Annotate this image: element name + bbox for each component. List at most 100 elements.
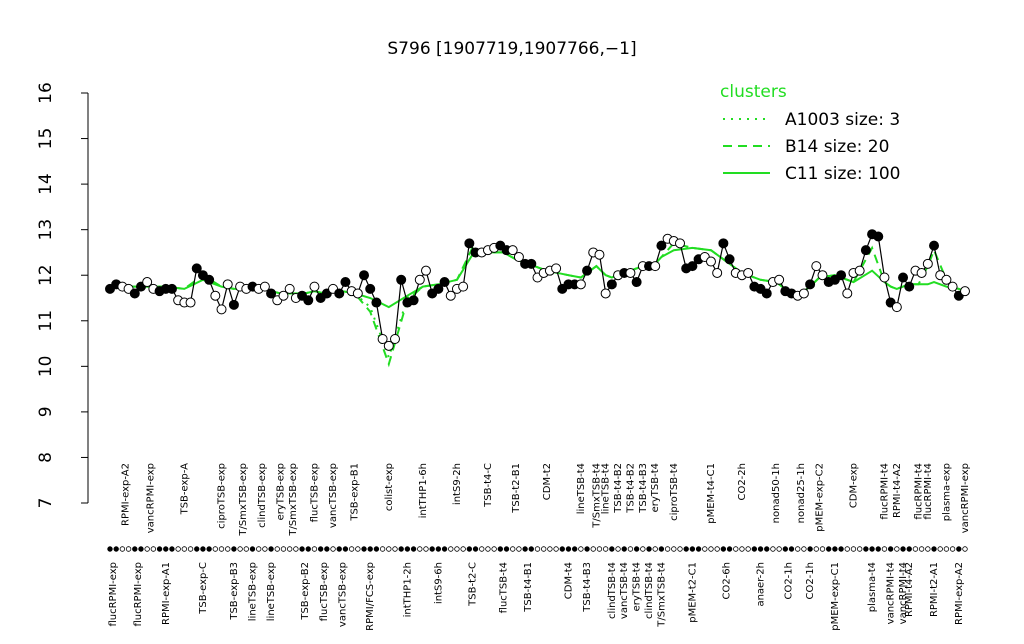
point bbox=[185, 297, 196, 308]
x-label: vancRPMI-exp bbox=[960, 463, 971, 533]
rug-dot bbox=[652, 546, 658, 552]
rug-dot bbox=[342, 546, 349, 552]
x-label: CO2-6h bbox=[721, 562, 732, 600]
x-label: TSB-exp-B3 bbox=[229, 562, 240, 621]
rug-dot bbox=[943, 546, 950, 552]
x-label: RPMI/FCS-exp bbox=[365, 562, 376, 631]
point bbox=[873, 231, 884, 242]
rug-dot bbox=[906, 546, 912, 552]
x-label: pMEM-t2-C1 bbox=[687, 562, 698, 623]
x-label: TSB-exp-C bbox=[198, 562, 209, 615]
x-label: TSB-exp-B1 bbox=[350, 463, 361, 522]
x-label: intS9-2h bbox=[452, 463, 463, 505]
point bbox=[606, 279, 617, 290]
y-tick-label: 13 bbox=[36, 219, 56, 241]
point bbox=[594, 249, 605, 260]
point bbox=[656, 240, 667, 251]
y-tick-label: 14 bbox=[36, 173, 56, 195]
point bbox=[210, 290, 221, 301]
rug-dot bbox=[472, 546, 479, 552]
point bbox=[278, 290, 289, 301]
x-label: vancTSB-t4 bbox=[619, 562, 630, 619]
rug-dot bbox=[286, 546, 293, 552]
x-label: pMEM-t4-C1 bbox=[706, 463, 717, 524]
rug-dot bbox=[627, 546, 634, 552]
x-label: flucRPMI-exp bbox=[133, 562, 144, 627]
rug-dot bbox=[237, 546, 243, 552]
rug-dot bbox=[206, 546, 212, 552]
rug-dot bbox=[671, 546, 677, 552]
point bbox=[842, 288, 853, 299]
rug-dot bbox=[559, 546, 565, 552]
x-label: ciproTSB-exp bbox=[217, 463, 228, 529]
point bbox=[836, 270, 847, 281]
rug-dot bbox=[491, 546, 497, 552]
x-label: anaer-2h bbox=[756, 562, 767, 607]
x-label: RPMI-exp-A1 bbox=[161, 562, 172, 625]
x-label: T/SmxTSB-t4 bbox=[591, 463, 602, 529]
rug-dot bbox=[832, 546, 838, 552]
y-tick-label: 16 bbox=[36, 82, 56, 104]
x-label: TSB-exp-B2 bbox=[300, 562, 311, 621]
x-label: CO2-2h bbox=[737, 463, 748, 501]
rug-dot bbox=[807, 546, 813, 552]
point bbox=[891, 302, 902, 313]
rug-dot bbox=[596, 546, 603, 552]
point bbox=[309, 281, 320, 292]
rug-dot bbox=[788, 546, 795, 552]
x-label: lineTSB-t4 bbox=[601, 463, 612, 514]
point bbox=[898, 272, 909, 283]
rug-dot bbox=[169, 546, 175, 552]
rug-dot bbox=[912, 546, 919, 552]
rug-dot bbox=[609, 546, 615, 552]
y-tick-label: 7 bbox=[36, 498, 56, 509]
rug-dot bbox=[621, 546, 627, 552]
rug-dot bbox=[156, 546, 163, 552]
rug-dot bbox=[448, 546, 454, 552]
rug-dot bbox=[268, 546, 274, 552]
x-label: ciproTSB-t4 bbox=[669, 463, 680, 521]
rug-dot bbox=[218, 546, 225, 552]
rug-dot bbox=[194, 546, 200, 552]
point bbox=[507, 245, 518, 256]
x-label: RPMI-exp-A2 bbox=[120, 463, 131, 526]
rug-dot bbox=[255, 546, 262, 552]
rug-dot bbox=[163, 546, 169, 552]
x-label: nonad25-1h bbox=[796, 463, 807, 523]
x-label: vancRPMI-t4 bbox=[898, 562, 909, 624]
rug-dot bbox=[757, 546, 764, 552]
y-tick-label: 10 bbox=[36, 356, 56, 378]
x-label: RPMI-exp-A2 bbox=[954, 562, 965, 625]
rug-dot bbox=[869, 546, 875, 552]
point bbox=[458, 281, 469, 292]
rug-dot bbox=[751, 546, 758, 552]
x-label: flucTSB-exp bbox=[309, 463, 320, 522]
rug-dot bbox=[317, 546, 324, 552]
point bbox=[743, 267, 754, 278]
x-label: vancTSB-exp bbox=[337, 562, 348, 627]
point bbox=[526, 258, 537, 269]
rug-dot bbox=[708, 546, 714, 552]
rug-dot bbox=[398, 546, 404, 552]
rug-dot bbox=[714, 546, 720, 552]
rug-dot bbox=[658, 546, 665, 552]
rug-dot bbox=[819, 546, 826, 552]
x-label: eryTSB-exp bbox=[275, 463, 286, 520]
cluster-line bbox=[113, 242, 966, 368]
x-label: TSB-t4-B2 bbox=[625, 463, 636, 514]
rug-dot bbox=[733, 546, 739, 552]
x-label: TSB-t4-B1 bbox=[523, 562, 534, 613]
rug-dot bbox=[280, 546, 287, 552]
rug-dot bbox=[553, 546, 559, 552]
point bbox=[798, 288, 809, 299]
chart-title: S796 [1907719,1907766,−1] bbox=[387, 39, 636, 59]
point bbox=[129, 288, 140, 299]
rug-dot bbox=[739, 546, 745, 552]
rug-dot bbox=[949, 546, 956, 552]
rug-dot bbox=[225, 546, 231, 552]
point bbox=[396, 274, 407, 285]
point bbox=[631, 277, 642, 288]
legend-label: B14 size: 20 bbox=[785, 137, 889, 157]
rug-dot bbox=[801, 546, 807, 552]
